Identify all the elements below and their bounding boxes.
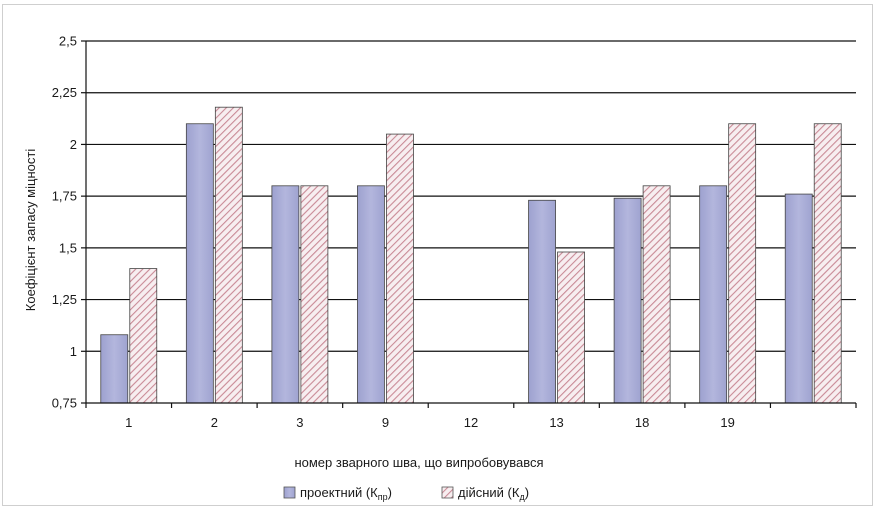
y-tick-label: 1,5 <box>59 240 77 255</box>
x-tick-label: 12 <box>464 415 478 430</box>
y-tick-label: 1 <box>70 344 77 359</box>
x-tick-label: 9 <box>382 415 389 430</box>
bar-planned <box>357 185 385 404</box>
bar-planned <box>699 185 728 404</box>
bar-planned <box>100 334 129 404</box>
x-tick-labels: 1 2 3 9 12 13 18 19 <box>125 415 735 430</box>
y-tick-label: 2 <box>70 137 77 152</box>
bar-planned <box>271 185 300 404</box>
y-tick-label: 0,75 <box>52 396 77 411</box>
bar-actual <box>129 268 158 404</box>
axes <box>81 40 857 408</box>
legend-label-planned: проектний (Кпр) <box>300 485 392 502</box>
bar-actual <box>642 185 671 404</box>
x-tick-label: 3 <box>296 415 303 430</box>
bar-planned <box>528 199 556 404</box>
x-tick-label: 18 <box>635 415 649 430</box>
y-tick-labels: 0,75 1 1,25 1,5 1,75 2 2,25 2,5 <box>52 34 77 411</box>
x-tick-label: 1 <box>125 415 132 430</box>
chart-frame: 0,75 1 1,25 1,5 1,75 2 2,25 2,5 1 2 3 9 12 13 18 19 Ко… <box>2 4 873 506</box>
bar-planned <box>613 197 642 404</box>
bars <box>100 106 842 404</box>
gridlines <box>86 40 856 352</box>
y-tick-label: 2,5 <box>59 34 77 49</box>
bar-planned <box>784 193 813 404</box>
x-tick-label: 13 <box>549 415 563 430</box>
legend: проектний (Кпр) дійсний (Кд) <box>283 485 529 502</box>
y-axis-label: Коефіцієнт запасу міцності <box>23 149 38 312</box>
bar-actual <box>300 185 329 404</box>
bar-actual <box>557 251 585 404</box>
legend-label-actual: дійсний (Кд) <box>458 485 529 502</box>
bar-actual <box>214 106 243 404</box>
y-tick-label: 1,75 <box>52 189 77 204</box>
bar-actual <box>386 133 414 404</box>
x-tick-label: 19 <box>720 415 734 430</box>
legend-swatch-planned <box>283 486 296 499</box>
bar-actual <box>728 123 757 404</box>
x-tick-label: 2 <box>211 415 218 430</box>
y-tick-label: 1,25 <box>52 292 77 307</box>
bar-planned <box>185 123 214 404</box>
legend-swatch-actual <box>441 486 454 499</box>
y-tick-label: 2,25 <box>52 85 77 100</box>
x-axis-label: номер зварного шва, що випробовувався <box>294 455 543 470</box>
bar-actual <box>813 123 842 404</box>
